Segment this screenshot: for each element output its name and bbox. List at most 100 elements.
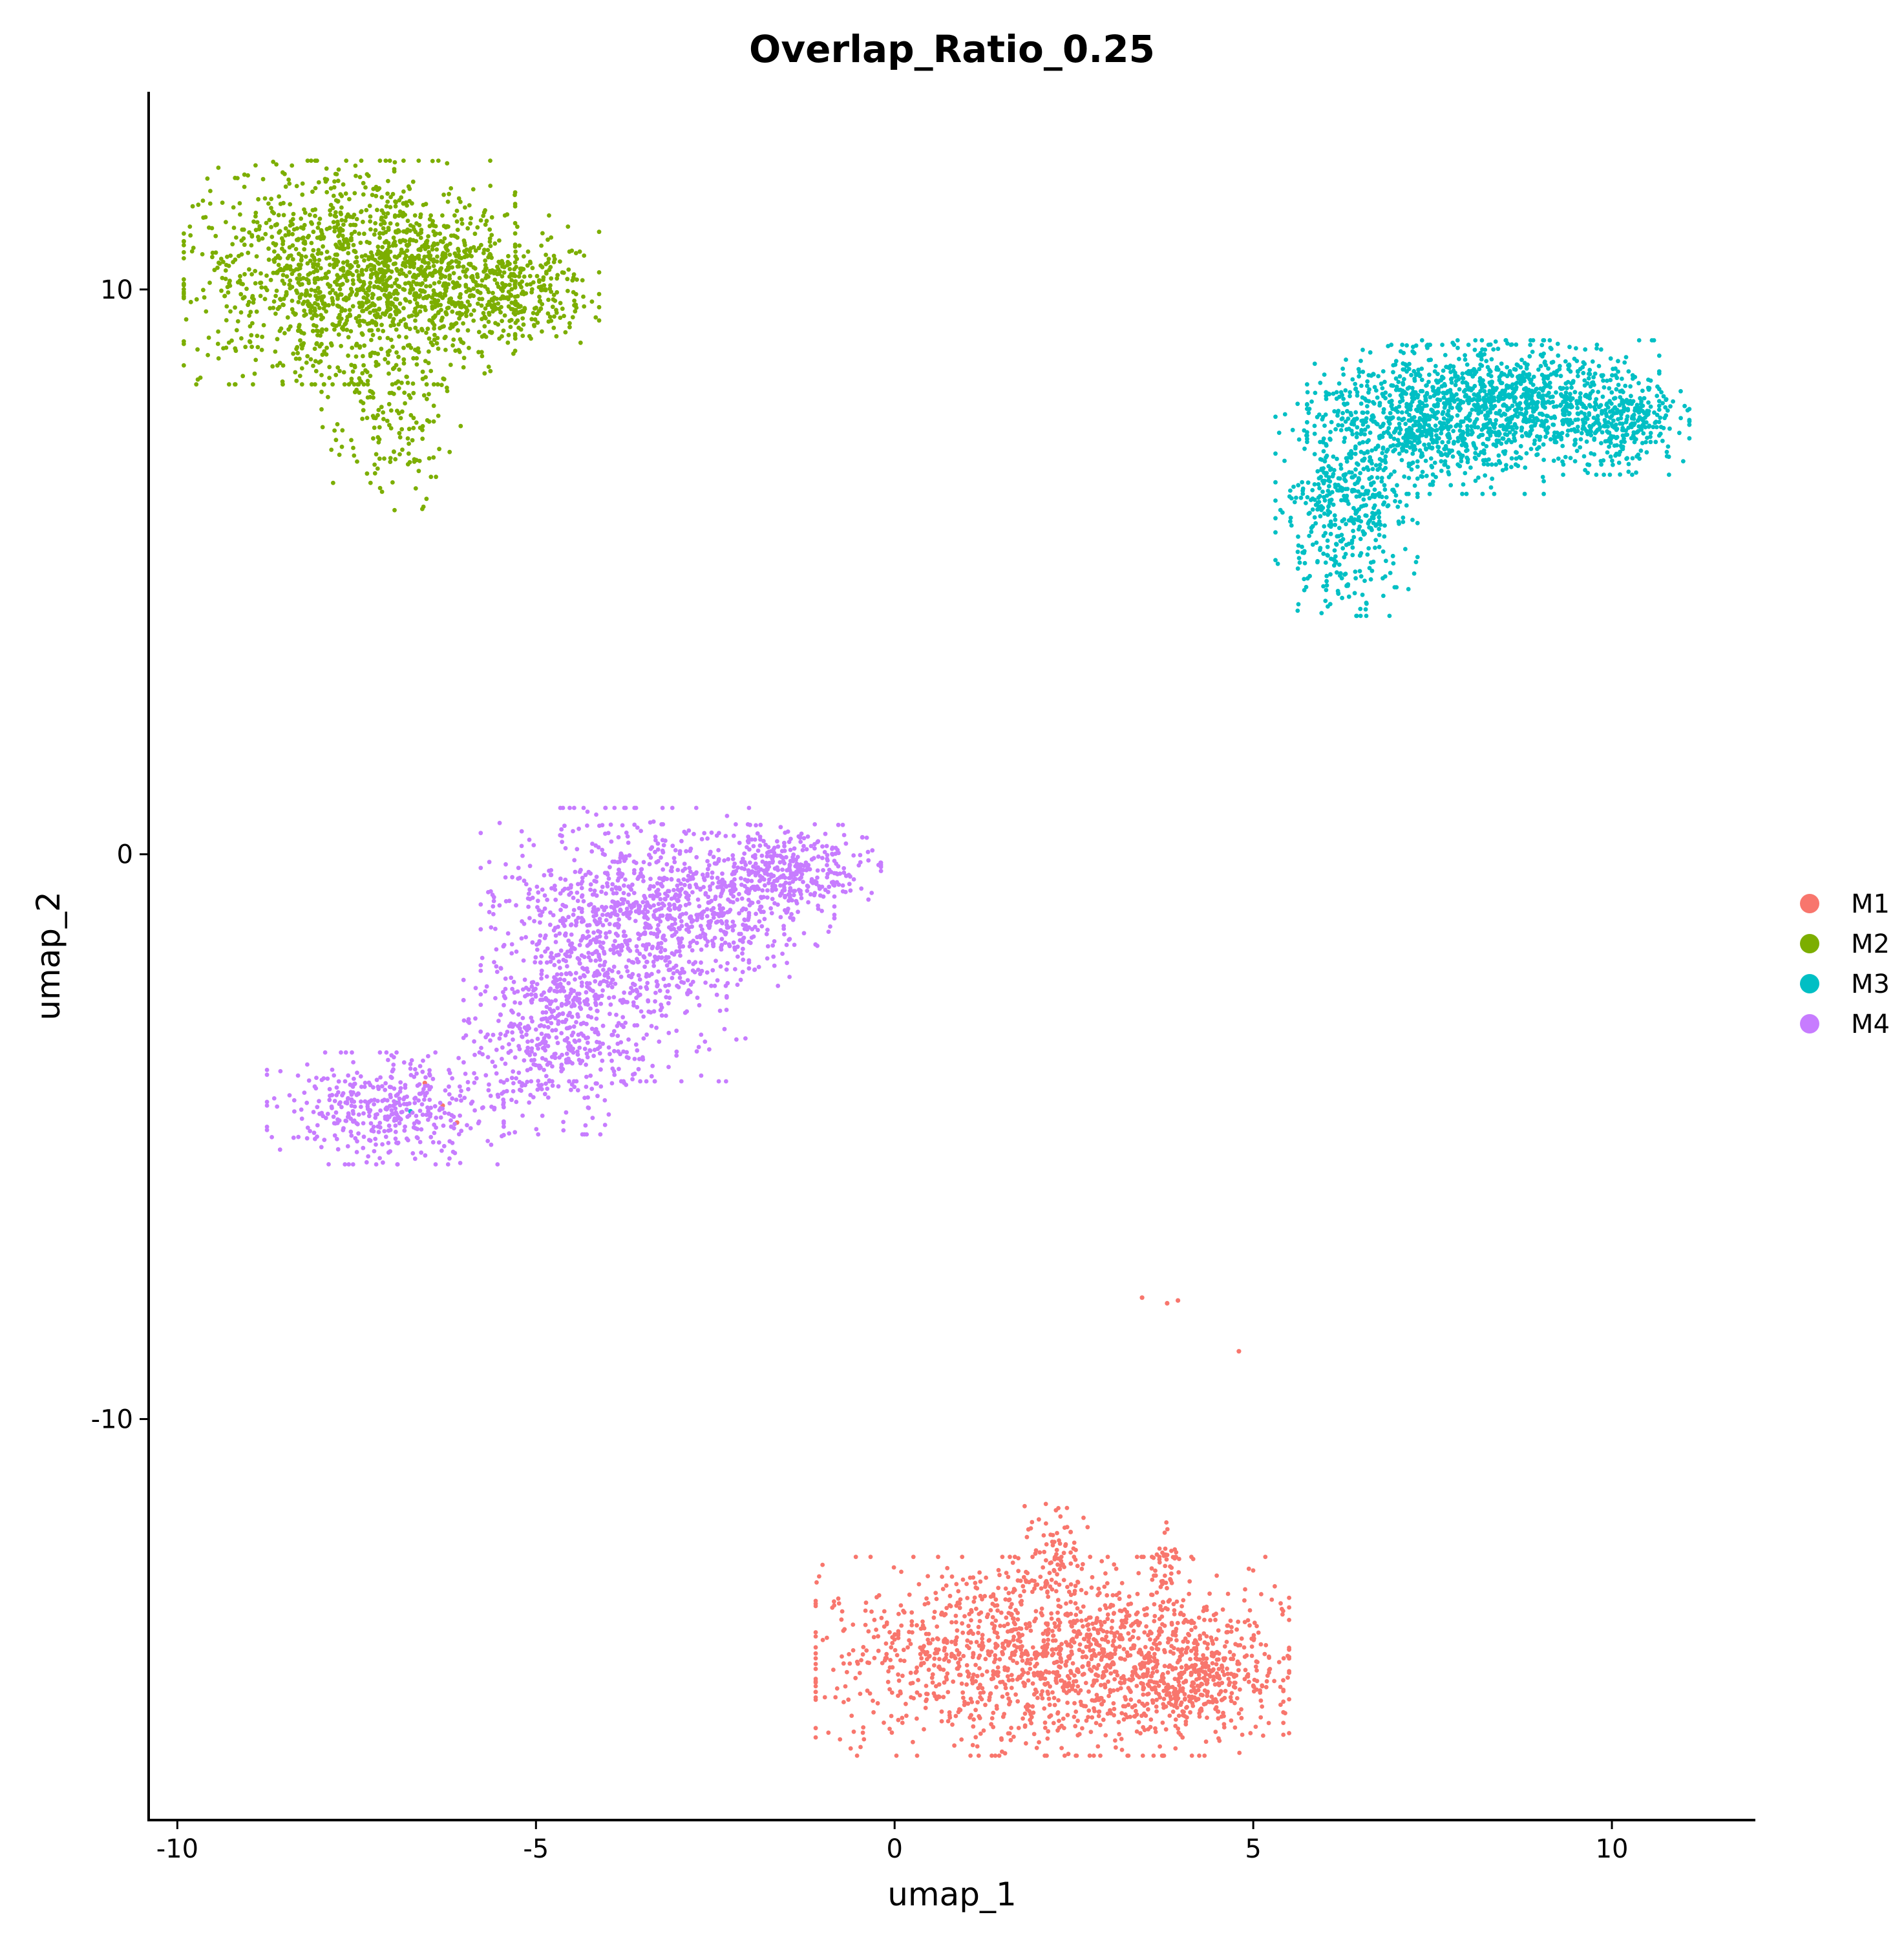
point-m1 [1225, 1671, 1231, 1677]
point-m1 [1197, 1676, 1201, 1681]
point-m1 [836, 1601, 841, 1606]
point-m1 [1207, 1591, 1212, 1596]
point-m3 [1296, 543, 1301, 548]
point-m3 [1373, 546, 1377, 550]
point-m3 [1288, 488, 1293, 493]
point-m2 [488, 368, 493, 374]
point-m2 [382, 220, 387, 226]
point-m1 [846, 1697, 851, 1702]
point-m1 [1021, 1574, 1026, 1580]
point-m2 [566, 267, 571, 272]
point-m1 [965, 1638, 970, 1643]
point-m3 [1358, 613, 1363, 619]
point-m1 [1173, 1666, 1178, 1671]
point-m1 [853, 1554, 858, 1560]
point-m2 [502, 213, 507, 218]
point-m1 [1049, 1616, 1054, 1621]
point-m1 [1008, 1605, 1013, 1610]
point-m2 [330, 302, 335, 306]
point-m1 [995, 1706, 999, 1711]
point-m1 [1161, 1600, 1166, 1605]
point-m2 [463, 273, 468, 279]
point-m2 [551, 297, 556, 302]
point-m1 [1010, 1677, 1015, 1682]
point-m2 [301, 235, 306, 240]
point-m1 [1173, 1724, 1178, 1728]
point-m3 [1389, 383, 1394, 388]
point-m3 [1325, 544, 1330, 549]
point-m2 [233, 382, 238, 387]
point-m1 [1009, 1726, 1013, 1730]
point-m1 [851, 1729, 856, 1734]
point-m1 [1176, 1713, 1181, 1719]
point-m2 [416, 329, 420, 334]
point-m1 [1057, 1719, 1061, 1723]
point-m1 [1042, 1754, 1047, 1758]
point-m2 [250, 321, 255, 326]
point-m1 [1148, 1629, 1152, 1634]
point-m1 [1183, 1650, 1189, 1655]
point-m3 [1351, 521, 1357, 525]
point-m1 [1049, 1560, 1053, 1565]
point-m2 [495, 264, 500, 270]
point-m1 [864, 1648, 869, 1653]
point-m3 [1388, 571, 1393, 575]
point-m2 [377, 158, 383, 164]
point-m2 [480, 297, 485, 301]
point-m1 [898, 1603, 904, 1608]
point-m2 [335, 365, 341, 370]
point-m1 [1096, 1710, 1101, 1714]
point-m3 [1415, 555, 1420, 560]
point-m2 [354, 269, 359, 273]
point-m2 [377, 315, 383, 320]
point-m2 [360, 371, 365, 376]
point-m3 [1388, 393, 1392, 397]
point-m1 [883, 1641, 889, 1646]
point-m1 [854, 1754, 860, 1758]
point-m3 [1328, 430, 1333, 434]
point-m2 [436, 414, 441, 418]
point-m2 [428, 271, 432, 276]
point-m1 [1030, 1520, 1035, 1525]
point-m1 [1058, 1678, 1063, 1683]
point-m1 [832, 1599, 836, 1604]
point-m3 [1344, 542, 1349, 547]
point-m1 [1153, 1568, 1158, 1573]
point-m3 [1490, 476, 1495, 482]
point-m1 [1161, 1697, 1167, 1701]
point-m2 [500, 334, 504, 339]
point-m1 [934, 1596, 939, 1602]
point-m2 [428, 474, 434, 480]
point-m2 [472, 266, 478, 271]
point-m1 [991, 1626, 997, 1631]
point-m2 [253, 357, 259, 363]
point-m3 [1528, 343, 1533, 347]
point-m3 [1366, 546, 1371, 551]
point-m2 [442, 291, 447, 297]
point-m2 [313, 207, 318, 212]
point-m2 [283, 233, 288, 238]
point-m1 [1227, 1680, 1232, 1685]
point-m2 [238, 212, 242, 217]
point-m2 [384, 204, 389, 209]
point-m1 [1150, 1666, 1156, 1671]
point-m1 [1163, 1563, 1168, 1569]
point-m2 [313, 312, 317, 317]
point-m2 [544, 252, 548, 257]
point-m2 [494, 281, 500, 286]
point-m3 [1296, 534, 1300, 539]
point-m1 [947, 1715, 953, 1720]
point-m1 [1180, 1689, 1185, 1694]
point-m1 [1136, 1720, 1141, 1725]
point-m2 [401, 357, 407, 362]
point-m1 [1038, 1574, 1043, 1580]
point-m1 [1088, 1554, 1093, 1560]
point-m1 [1042, 1676, 1048, 1681]
point-m2 [350, 278, 355, 282]
point-m1 [1156, 1647, 1161, 1652]
point-m1 [1171, 1690, 1176, 1695]
point-m2 [361, 192, 366, 197]
point-m2 [471, 318, 476, 323]
point-m1 [958, 1657, 963, 1662]
point-m1 [1076, 1669, 1081, 1675]
